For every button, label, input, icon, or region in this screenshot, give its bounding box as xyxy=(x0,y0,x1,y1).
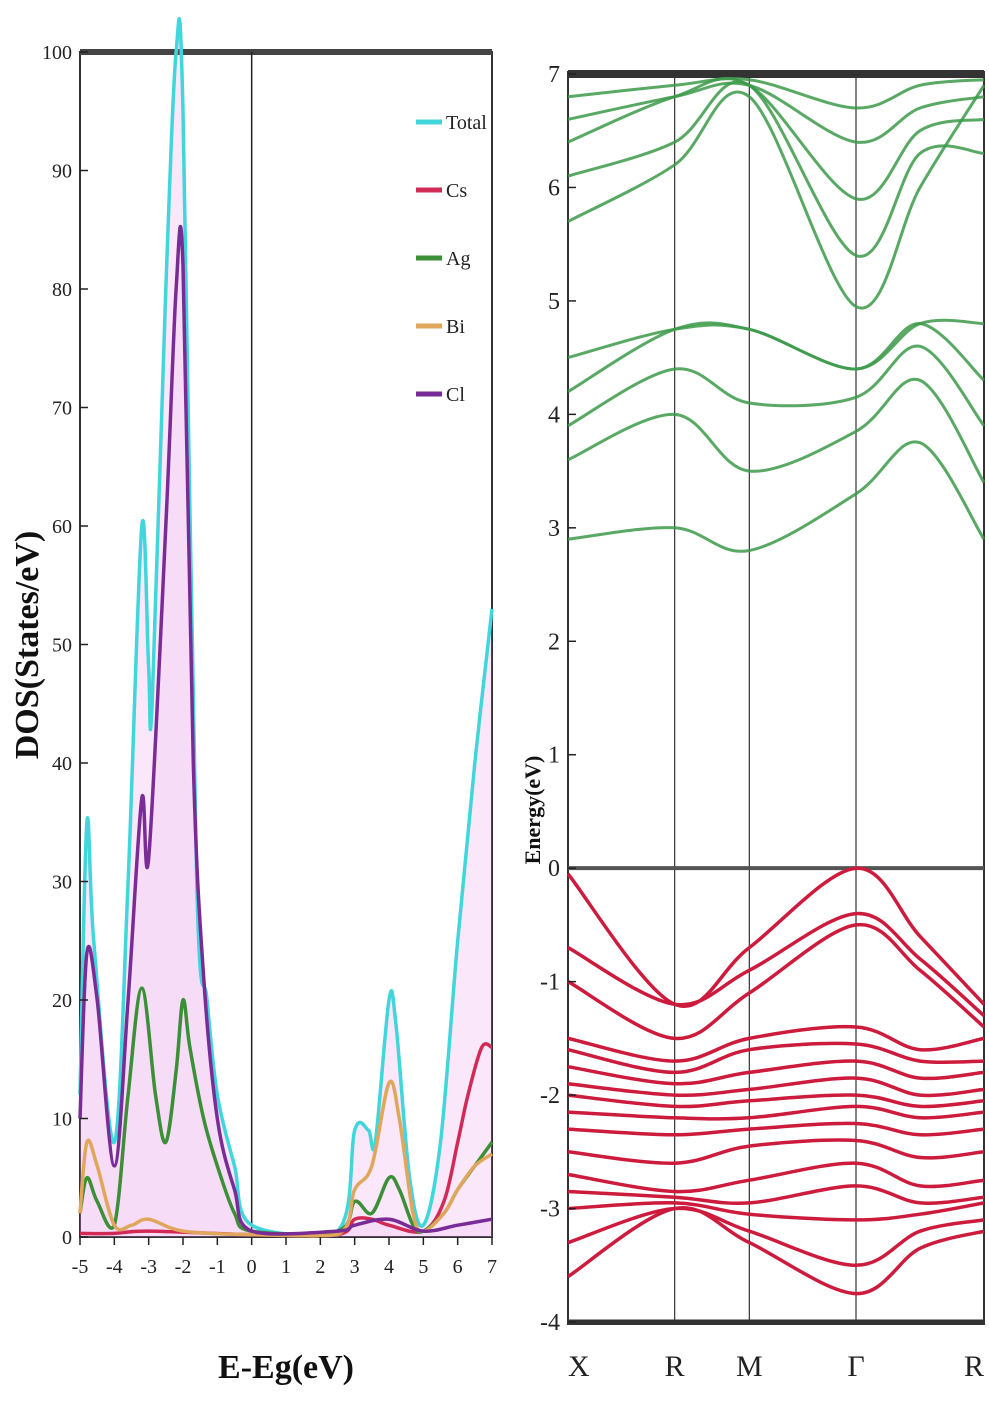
band-x-tick-label: X xyxy=(568,1350,590,1383)
dos-x-tick-label: 3 xyxy=(350,1256,360,1278)
dos-y-tick-label: 100 xyxy=(42,42,72,64)
conduction-band-4 xyxy=(567,318,985,371)
dos-y-axis-title: DOS(States/eV) xyxy=(9,531,46,760)
dos-line-cl xyxy=(78,224,493,1236)
valence-band-10 xyxy=(567,1138,985,1165)
valence-band-4 xyxy=(567,1041,985,1075)
valence-band-14 xyxy=(567,1206,985,1268)
band-panel: -4 -3 -2 -1 0 1 2 3 4 5 6 7 X R M Γ R Energy(eV) xyxy=(520,62,986,1383)
valence-band-12 xyxy=(567,1184,985,1206)
legend-label-total: Total xyxy=(446,112,487,134)
dos-y-tick-label: 80 xyxy=(52,279,72,301)
band-y-tick-label: 1 xyxy=(548,743,560,769)
dos-x-tick-label: 1 xyxy=(281,1256,291,1278)
dos-x-tick-label: 5 xyxy=(418,1256,428,1278)
band-y-tick-label: 4 xyxy=(548,402,560,428)
band-y-tick-label: 6 xyxy=(548,175,560,201)
dos-fill-cl xyxy=(80,226,492,1237)
dos-x-tick-label: 2 xyxy=(315,1256,325,1278)
band-y-tick-label: -3 xyxy=(540,1197,560,1223)
band-y-tick-label: 0 xyxy=(548,856,560,882)
dos-x-tick-label: -5 xyxy=(72,1256,89,1278)
conduction-band-6 xyxy=(567,80,985,258)
band-y-tick-label: 7 xyxy=(548,62,560,88)
dos-x-axis-title: E-Eg(eV) xyxy=(218,1349,354,1386)
conduction-band-0 xyxy=(567,440,986,553)
dos-x-tick-label: -1 xyxy=(209,1256,226,1278)
dos-y-tick-label: 90 xyxy=(52,161,72,183)
band-y-tick-label: 3 xyxy=(548,516,560,542)
dos-y-tick-label: 0 xyxy=(62,1227,72,1249)
band-y-tick-label: -4 xyxy=(540,1310,560,1336)
dos-x-tick-label: 4 xyxy=(384,1256,394,1278)
valence-band-6 xyxy=(567,1076,985,1098)
dos-y-tick-label: 70 xyxy=(52,398,72,420)
valence-band-15 xyxy=(567,1205,985,1296)
band-y-ticks: -4 -3 -2 -1 0 1 2 3 4 5 6 7 xyxy=(540,62,576,1336)
dos-x-tick-label: -3 xyxy=(140,1256,157,1278)
band-curves xyxy=(566,76,986,1296)
valence-band-3 xyxy=(567,1024,985,1063)
conduction-band-1 xyxy=(567,377,986,484)
conduction-band-7 xyxy=(567,76,985,201)
dos-y-tick-label: 30 xyxy=(52,872,72,894)
band-y-tick-label: -2 xyxy=(540,1083,560,1109)
dos-panel: -5 -4 -3 -2 -1 0 1 2 3 4 5 6 7 0 10 20 30 40 50 60 70 80 90 10… xyxy=(9,16,497,1386)
band-y-tick-label: 5 xyxy=(548,289,560,315)
dos-y-ticks: 0 10 20 30 40 50 60 70 80 90 100 xyxy=(42,42,88,1249)
dos-x-tick-label: -4 xyxy=(106,1256,123,1278)
band-kpoint-lines xyxy=(674,74,857,1322)
valence-band-9 xyxy=(567,1121,985,1137)
band-y-tick-label: 2 xyxy=(548,629,560,655)
conduction-band-5 xyxy=(567,84,986,310)
dos-y-tick-label: 60 xyxy=(52,516,72,538)
band-x-tick-label: R xyxy=(964,1350,984,1383)
legend-label-bi: Bi xyxy=(446,316,465,338)
legend-label-cs: Cs xyxy=(446,180,467,202)
band-x-tick-label: M xyxy=(736,1350,763,1383)
band-x-tick-label: Γ xyxy=(847,1350,864,1383)
valence-band-7 xyxy=(567,1093,985,1109)
dos-line-bi xyxy=(78,1079,493,1238)
conduction-band-9 xyxy=(567,77,985,110)
band-x-tick-label: R xyxy=(665,1350,685,1383)
valence-band-1 xyxy=(567,911,986,1018)
valence-band-11 xyxy=(567,1161,985,1194)
conduction-band-8 xyxy=(567,81,985,144)
dos-x-tick-label: 0 xyxy=(247,1256,257,1278)
dos-x-tick-label: 6 xyxy=(453,1256,463,1278)
conduction-band-2 xyxy=(567,344,986,428)
dos-x-ticks: -5 -4 -3 -2 -1 0 1 2 3 4 5 6 7 xyxy=(72,1237,497,1278)
dos-legend: Total Cs Ag Bi Cl xyxy=(416,112,487,406)
dos-y-tick-label: 10 xyxy=(52,1109,72,1131)
valence-band-0 xyxy=(566,866,986,1009)
valence-band-5 xyxy=(567,1059,985,1086)
dos-y-tick-label: 40 xyxy=(52,753,72,775)
valence-band-13 xyxy=(567,1201,985,1222)
valence-band-8 xyxy=(567,1104,985,1121)
dos-x-tick-label: 7 xyxy=(487,1256,497,1278)
legend-label-cl: Cl xyxy=(446,384,465,406)
dos-y-tick-label: 50 xyxy=(52,635,72,657)
band-y-tick-label: -1 xyxy=(540,970,560,996)
dos-lines xyxy=(78,16,494,1238)
dos-x-tick-label: -2 xyxy=(175,1256,192,1278)
band-y-axis-title: Energy(eV) xyxy=(520,756,545,865)
valence-band-2 xyxy=(567,923,986,1041)
legend-label-ag: Ag xyxy=(446,248,470,270)
dos-y-tick-label: 20 xyxy=(52,990,72,1012)
